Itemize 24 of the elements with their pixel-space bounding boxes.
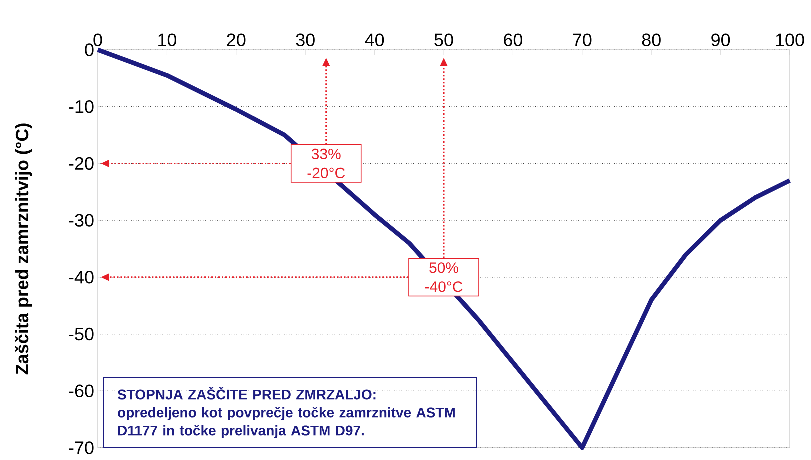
x-tick-label: 0	[94, 34, 102, 46]
x-tick-label: 70	[573, 34, 592, 46]
y-axis-title: Zaščita pred zamrznitvijo (°C)	[15, 124, 32, 375]
x-tick-label: 30	[296, 34, 315, 46]
x-tick-label: 40	[365, 34, 384, 46]
y-tick-label: -20	[69, 157, 94, 170]
x-tick-label: 100	[776, 34, 804, 46]
x-tick-label: 90	[712, 34, 730, 46]
y-tick-label: -70	[69, 442, 94, 454]
x-tick-label: 80	[642, 34, 661, 46]
annotation: opredeljeno kot povprečje točke zamrznitve ASTM D1177 in točke prelivanja ASTM D97.	[118, 407, 455, 438]
y-tick-label: -10	[69, 100, 94, 114]
y-tick-label: -50	[69, 328, 94, 341]
x-tick-label: 20	[227, 34, 246, 46]
annotation: STOPNJA ZAŠČITE PRED ZMRZALJO:	[118, 387, 376, 400]
annotation: 33% -20°C	[308, 148, 346, 179]
x-tick-label: 10	[158, 34, 177, 46]
x-tick-label: 50	[434, 34, 454, 46]
y-tick-label: -30	[69, 214, 94, 227]
annotation: 50% -40°C	[425, 262, 463, 292]
y-tick-label: 0	[85, 44, 94, 56]
x-tick-label: 60	[504, 34, 523, 46]
y-tick-label: -40	[69, 271, 94, 284]
y-tick-label: -60	[69, 384, 94, 398]
